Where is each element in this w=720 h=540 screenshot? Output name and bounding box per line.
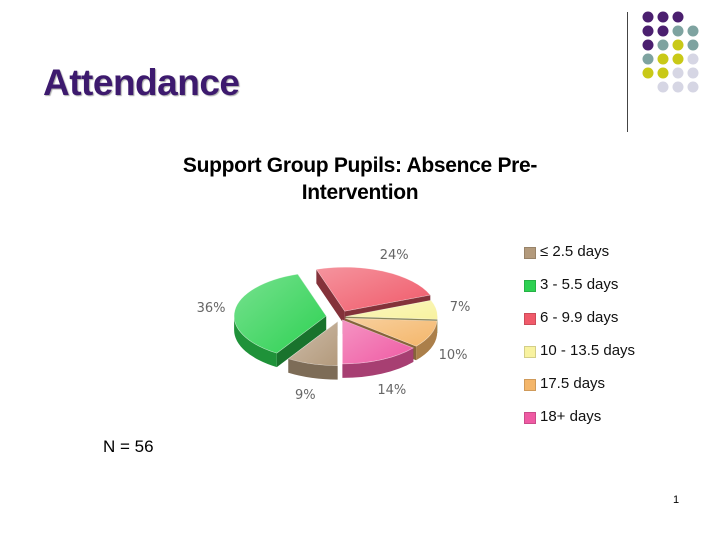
decorative-dot <box>672 39 684 51</box>
decorative-dot <box>672 67 684 79</box>
decorative-dot <box>672 11 684 23</box>
legend-swatch <box>524 247 536 259</box>
chart-title-line-2: Intervention <box>301 181 419 204</box>
chart-title-line-1: Support Group Pupils: Absence Pre- <box>182 154 538 177</box>
decorative-dot <box>687 81 699 93</box>
decorative-dot <box>657 11 669 23</box>
decorative-dot <box>672 25 684 37</box>
legend-label: ≤ 2.5 days <box>540 243 610 260</box>
legend-label: 17.5 days <box>540 375 606 392</box>
decorative-dot <box>657 67 669 79</box>
pie-slice <box>315 266 431 312</box>
decorative-dot <box>642 25 654 37</box>
decorative-dot <box>657 53 669 65</box>
decorative-dot <box>672 81 684 93</box>
decorative-dot <box>657 81 669 93</box>
decorative-dot <box>687 25 699 37</box>
slide-title: Attendance <box>43 62 240 103</box>
pie-slice <box>342 319 414 365</box>
pie-slice <box>287 321 338 366</box>
pie-slice-rim <box>342 347 414 378</box>
pie-slice-wall <box>316 269 345 326</box>
pie-slice <box>233 273 327 354</box>
legend-swatch <box>524 313 536 325</box>
decorative-dot <box>657 25 669 37</box>
legend-swatch <box>524 280 536 292</box>
pie-value-label: 10% <box>439 348 468 363</box>
legend-label: 3 - 5.5 days <box>540 276 619 293</box>
sample-size-label: N = 56 <box>103 437 154 456</box>
legend-label: 18+ days <box>540 408 602 425</box>
pie-value-label: 24% <box>380 248 409 263</box>
legend-label: 10 - 13.5 days <box>540 342 636 359</box>
decorative-dot <box>687 53 699 65</box>
legend-swatch <box>524 346 536 358</box>
decorative-dot <box>657 39 669 51</box>
decorative-dot-grid <box>642 11 699 93</box>
decorative-divider <box>627 12 628 132</box>
pie-value-label: 14% <box>377 383 406 398</box>
pie-slice <box>345 317 438 347</box>
decorative-dot <box>687 39 699 51</box>
pie-slice-rim <box>416 320 438 361</box>
decorative-dot <box>687 67 699 79</box>
legend-label: 6 - 9.9 days <box>540 309 619 326</box>
pie-slice-tops <box>233 266 438 366</box>
pie-slice-rim <box>288 358 338 380</box>
decorative-dot <box>642 53 654 65</box>
decorative-dot <box>672 53 684 65</box>
pie-value-labels: 9% 36% 24% 7% 10% 14% <box>197 248 471 403</box>
decorative-dot <box>642 67 654 79</box>
pie-slice-wall <box>276 315 327 368</box>
page-number: 1 <box>673 494 680 506</box>
chart-title: Support Group Pupils: Absence Pre- Inter… <box>140 152 580 206</box>
decorative-dot <box>642 11 654 23</box>
decorative-dot <box>642 39 654 51</box>
legend-swatch <box>524 412 536 424</box>
pie-value-label: 7% <box>450 300 471 315</box>
pie-value-label: 36% <box>197 301 226 316</box>
pie-value-label: 9% <box>295 388 316 403</box>
pie-slice-rim <box>234 315 277 368</box>
pie-slice <box>345 299 438 320</box>
legend-swatch <box>524 379 536 391</box>
pie-chart: 9% 36% 24% 7% 10% 14% <box>197 248 471 403</box>
